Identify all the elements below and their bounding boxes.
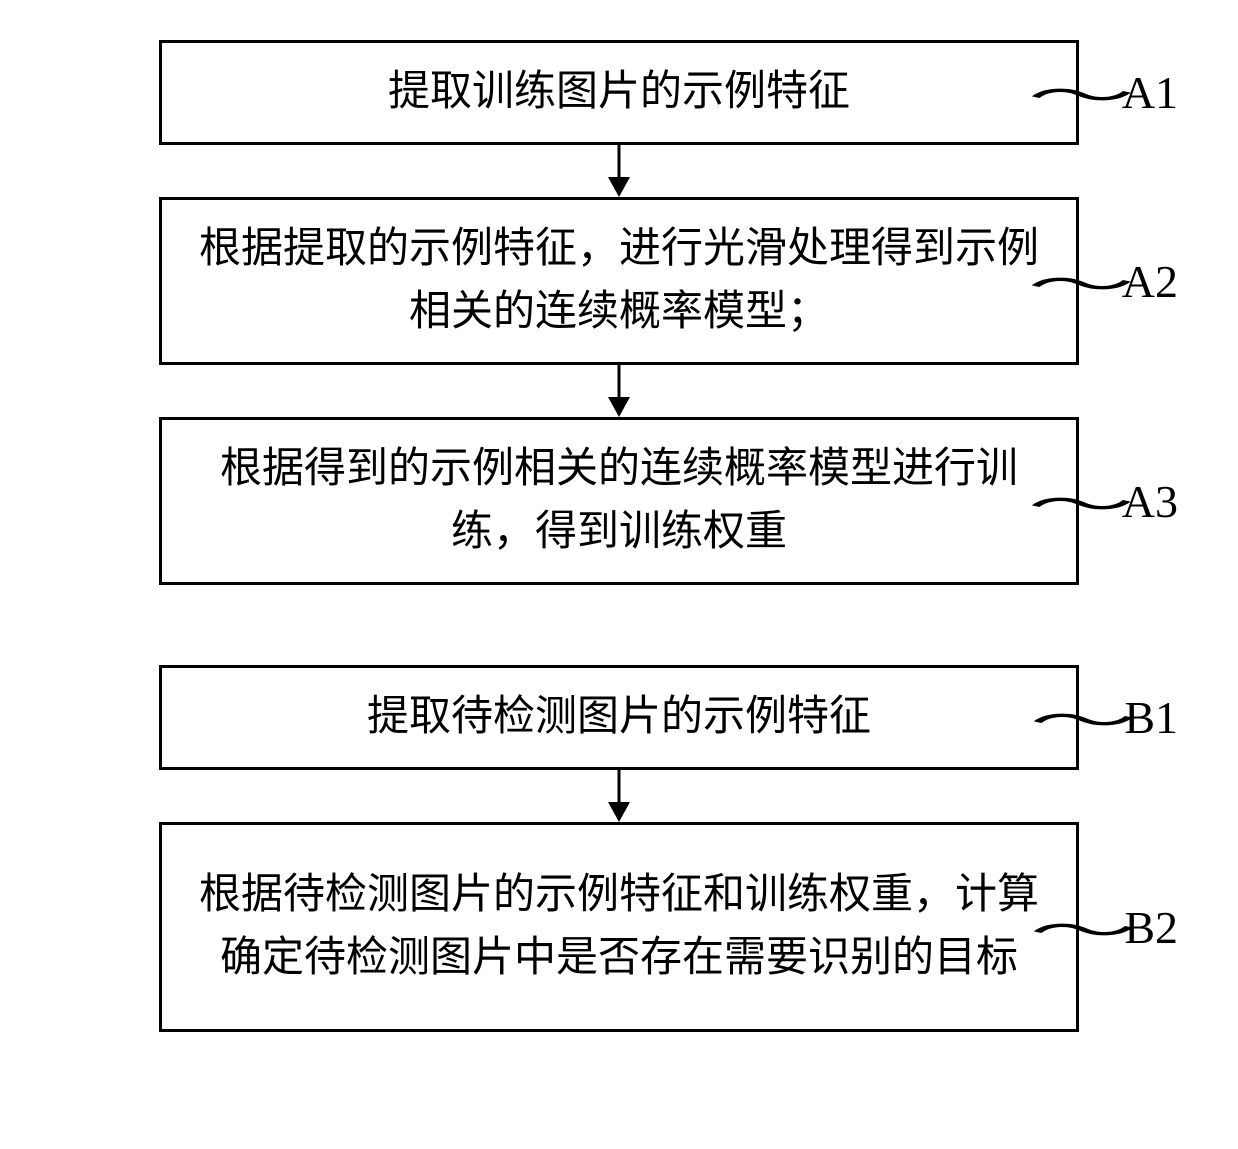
- tilde-icon: 〜: [1027, 471, 1121, 532]
- arrow-down-icon: [604, 145, 634, 197]
- step-label-b2: 〜 B2: [1050, 884, 1178, 971]
- arrow-down-icon: [604, 365, 634, 417]
- step-text: 根据待检测图片的示例特征和训练权重，计算确定待检测图片中是否存在需要识别的目标: [182, 864, 1056, 990]
- label-text: B2: [1124, 901, 1178, 954]
- label-text: B1: [1124, 691, 1178, 744]
- tilde-icon: 〜: [1027, 62, 1121, 123]
- tilde-icon: 〜: [1027, 251, 1121, 312]
- tilde-icon: 〜: [1030, 897, 1124, 958]
- step-box-a2: 根据提取的示例特征，进行光滑处理得到示例相关的连续概率模型；: [159, 197, 1079, 365]
- step-box-b2: 根据待检测图片的示例特征和训练权重，计算确定待检测图片中是否存在需要识别的目标: [159, 822, 1079, 1032]
- step-box-a3: 根据得到的示例相关的连续概率模型进行训练，得到训练权重: [159, 417, 1079, 585]
- step-text: 根据得到的示例相关的连续概率模型进行训练，得到训练权重: [182, 438, 1056, 564]
- step-row-b2: 根据待检测图片的示例特征和训练权重，计算确定待检测图片中是否存在需要识别的目标 …: [0, 822, 1238, 1032]
- label-text: A3: [1122, 475, 1178, 528]
- step-row-a2: 根据提取的示例特征，进行光滑处理得到示例相关的连续概率模型； 〜 A2: [0, 197, 1238, 365]
- label-text: A1: [1122, 66, 1178, 119]
- tilde-icon: 〜: [1030, 687, 1124, 748]
- step-text: 提取待检测图片的示例特征: [367, 686, 871, 749]
- arrow-down-icon: [604, 770, 634, 822]
- step-text: 提取训练图片的示例特征: [388, 61, 850, 124]
- step-label-a1: 〜 A1: [1048, 49, 1178, 136]
- step-text: 根据提取的示例特征，进行光滑处理得到示例相关的连续概率模型；: [182, 218, 1056, 344]
- label-text: A2: [1122, 255, 1178, 308]
- flowchart-container: 提取训练图片的示例特征 〜 A1 根据提取的示例特征，进行光滑处理得到示例相关的…: [0, 40, 1238, 1032]
- step-box-a1: 提取训练图片的示例特征: [159, 40, 1079, 145]
- arrow-b1-b2: [0, 770, 1238, 822]
- step-box-b1: 提取待检测图片的示例特征: [159, 665, 1079, 770]
- step-row-b1: 提取待检测图片的示例特征 〜 B1: [0, 665, 1238, 770]
- arrow-a2-a3: [0, 365, 1238, 417]
- step-row-a3: 根据得到的示例相关的连续概率模型进行训练，得到训练权重 〜 A3: [0, 417, 1238, 585]
- step-label-a2: 〜 A2: [1048, 238, 1178, 325]
- step-label-a3: 〜 A3: [1048, 458, 1178, 545]
- step-label-b1: 〜 B1: [1050, 674, 1178, 761]
- step-row-a1: 提取训练图片的示例特征 〜 A1: [0, 40, 1238, 145]
- arrow-a1-a2: [0, 145, 1238, 197]
